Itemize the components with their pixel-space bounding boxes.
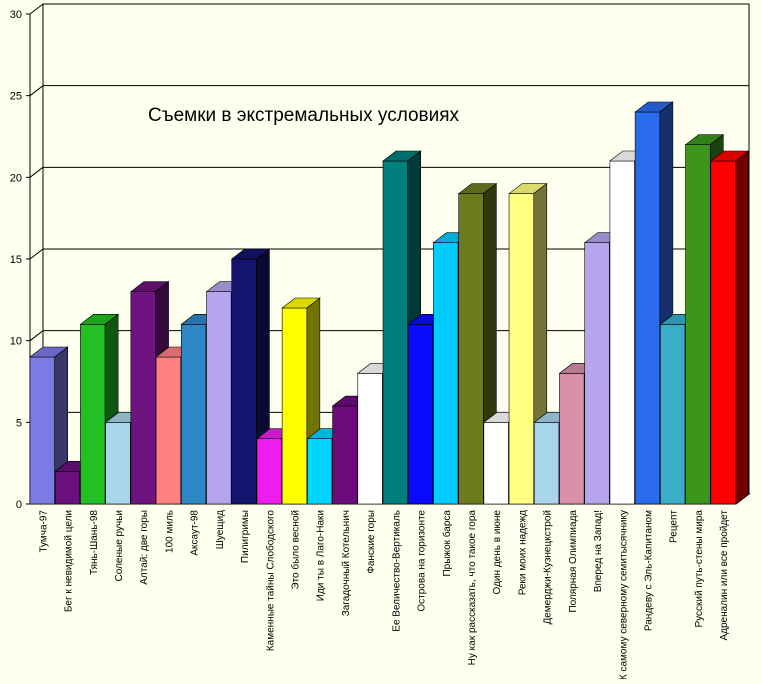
x-tick-label: 100 миль (164, 510, 175, 553)
y-tick-label: 15 (10, 254, 22, 266)
x-tick-label: Загадочный Котельнич (341, 510, 352, 616)
x-tick-label: Прыжок барса (441, 510, 453, 577)
x-tick-label: Бег к невидимой цели (64, 510, 75, 612)
bar (508, 183, 548, 505)
x-tick-label: Рандеву с Эль-Капитаном (643, 510, 654, 631)
bar (482, 411, 523, 505)
y-tick-label: 20 (10, 172, 22, 184)
x-tick-label: Рецепт (669, 510, 680, 543)
bar (281, 297, 321, 505)
x-tick-label: Острова на горизонте (417, 510, 428, 612)
x-tick-label: Алтай: две горы (139, 510, 150, 585)
x-tick-label: Ее Величество-Вертикаль (391, 510, 402, 632)
x-tick-label: Русский путь-стены мира (694, 510, 705, 628)
bar (709, 150, 750, 505)
x-tick-labels: Тумча-97 Бег к невидимой цели Тянь-Шань-98… (38, 510, 730, 681)
y-tick-label: 10 (10, 336, 22, 348)
y-tick-label: 0 (16, 499, 22, 511)
x-tick-label: Полярная Олимпиада (568, 510, 579, 613)
x-tick-label: Соленые ручьи (114, 510, 125, 581)
x-tick-label: Фанские горы (366, 510, 377, 574)
chart-title: Съемки в экстремальных условиях (148, 105, 460, 126)
x-tick-label: Демерджи-Кузнецкстрой (543, 510, 554, 625)
bar (79, 313, 120, 505)
y-tick-label: 5 (16, 417, 22, 429)
x-tick-label: Аксаут-98 (190, 510, 201, 556)
x-tick-label: К самому северному семитысячнику (618, 510, 629, 679)
bar (457, 183, 498, 505)
x-tick-label: Это было весной (289, 510, 301, 590)
x-tick-label: Ну как рассказать, что такое гора (467, 510, 478, 666)
x-tick-label: Тянь-Шань-98 (89, 510, 100, 575)
x-tick-label: Иди ты в Лаго-Наки (316, 510, 327, 601)
gridline (29, 85, 749, 97)
x-tick-label: Вперед на Запад! (593, 510, 604, 592)
y-tick-label: 30 (10, 9, 22, 21)
x-tick-label: Пилигримы (240, 510, 251, 563)
y-tick-label: 25 (10, 91, 22, 103)
x-tick-label: Адреналин или все пройдет (719, 510, 730, 641)
x-tick-label: Реки моих надежд (517, 510, 528, 595)
x-tick-label: Шуещид (215, 510, 226, 549)
x-tick-label: Один день в июне (492, 510, 503, 595)
axis-layer: 0 5 10 15 20 25 30 (10, 9, 31, 511)
gridline (29, 3, 749, 15)
bars-layer (29, 101, 750, 505)
x-tick-label: Каменные тайны Слободского (264, 510, 276, 652)
x-tick-label: Тумча-97 (38, 510, 49, 553)
